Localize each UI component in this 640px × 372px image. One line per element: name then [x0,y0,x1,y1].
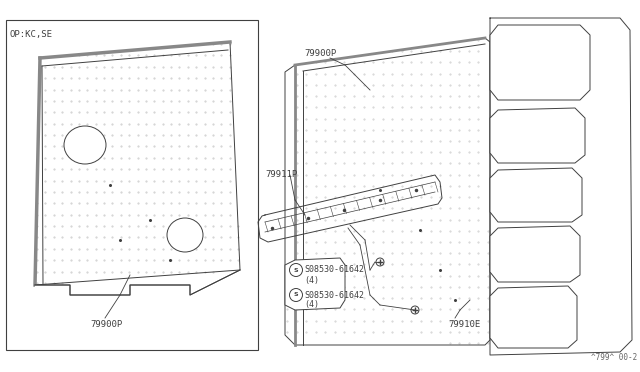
Polygon shape [490,108,585,163]
Polygon shape [490,25,590,100]
Text: (4): (4) [304,276,319,285]
Text: S08530-61642: S08530-61642 [304,291,364,299]
Polygon shape [490,226,580,282]
Text: ^799^ 00-2: ^799^ 00-2 [591,353,637,362]
Text: S: S [294,267,298,273]
Bar [6,20,258,350]
Polygon shape [490,168,582,222]
Text: 79910E: 79910E [448,320,480,329]
Ellipse shape [64,126,106,164]
Polygon shape [490,286,577,348]
Text: (4): (4) [304,301,319,310]
Polygon shape [35,270,240,310]
Text: OP:KC,SE: OP:KC,SE [10,30,53,39]
Text: 79911P: 79911P [265,170,297,179]
Polygon shape [285,258,345,310]
Text: 79900P: 79900P [304,49,336,58]
Text: S08530-61642: S08530-61642 [304,266,364,275]
Text: S: S [294,292,298,298]
Ellipse shape [167,218,203,252]
Text: 79900P: 79900P [90,320,122,329]
